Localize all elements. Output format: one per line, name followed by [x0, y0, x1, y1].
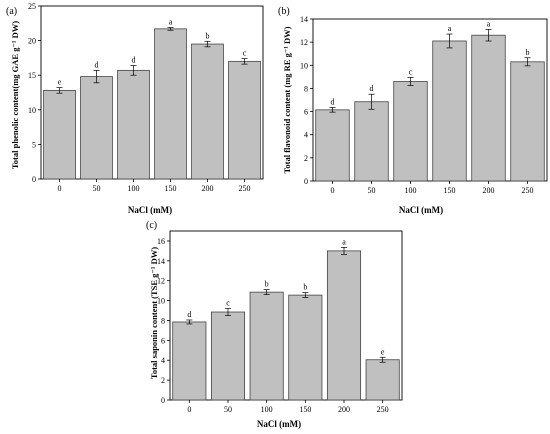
y-tick-label: 10 [28, 106, 36, 115]
panel-a: (a) Total phenolic content(mg GAE g⁻¹ DW… [6, 2, 264, 215]
panel-a-xlabel: NaCl (mM) [128, 205, 172, 215]
x-tick-label: 50 [224, 405, 232, 414]
bar [510, 61, 545, 182]
significance-letter: d [331, 98, 335, 107]
panel-c-plot: 0 2 4 6 8 10 12 14 16 d 0 c 50 b 100 b 150 a 200 e 250 [157, 230, 403, 414]
significance-letter: d [370, 84, 374, 93]
plot-frame [40, 5, 264, 180]
x-tick-label: 100 [405, 186, 417, 195]
significance-letter: d [187, 310, 191, 319]
y-tick-label: 6 [161, 336, 165, 345]
y-tick-label: 4 [304, 131, 308, 140]
plot-frame [169, 230, 403, 401]
panel-c: (c) Total saponin content (TSE g⁻¹ DW) N… [146, 220, 403, 429]
significance-letter: c [226, 299, 230, 308]
x-tick-label: 250 [377, 405, 389, 414]
bar [117, 69, 150, 180]
significance-letter: c [243, 49, 247, 58]
y-tick-label: 10 [157, 297, 165, 306]
significance-letter: b [303, 283, 307, 292]
x-tick-label: 100 [128, 184, 140, 193]
bar [288, 294, 323, 401]
plot-frame [312, 18, 548, 182]
bar [249, 291, 284, 401]
significance-letter: a [169, 17, 173, 26]
bar [191, 43, 224, 180]
x-tick-label: 100 [261, 405, 273, 414]
x-tick-label: 0 [58, 184, 62, 193]
panel-c-xlabel: NaCl (mM) [257, 419, 301, 429]
significance-letter: c [409, 67, 413, 76]
y-tick-label: 8 [161, 316, 165, 325]
significance-letter: b [265, 280, 269, 289]
y-tick-label: 6 [304, 108, 308, 117]
x-tick-label: 200 [483, 186, 495, 195]
bar [154, 28, 187, 180]
x-tick-label: 250 [522, 186, 534, 195]
panel-label-c: (c) [146, 220, 157, 231]
panel-label-a: (a) [6, 6, 17, 17]
x-tick-label: 0 [187, 405, 191, 414]
bar [228, 60, 261, 180]
panel-b: (b) Total flavonoid content (mg RE g⁻¹ D… [278, 6, 548, 215]
y-tick-label: 25 [28, 2, 36, 11]
x-tick-label: 150 [299, 405, 311, 414]
y-tick-label: 0 [304, 177, 308, 186]
bar [471, 34, 506, 182]
bar [432, 40, 467, 182]
x-tick-label: 250 [239, 184, 251, 193]
bar [80, 76, 113, 180]
x-tick-label: 150 [165, 184, 177, 193]
y-tick-label: 12 [300, 38, 308, 47]
significance-letter: e [381, 347, 385, 356]
significance-letter: d [132, 56, 136, 65]
x-tick-label: 200 [338, 405, 350, 414]
y-tick-label: 0 [32, 175, 36, 184]
panel-a-ylabel: Total phenolic content(mg GAE g⁻¹ DW) [10, 21, 20, 169]
panel-b-ylabel: Total flavonoid content (mg RE g⁻¹ DW) [282, 26, 292, 173]
x-tick-label: 50 [93, 184, 101, 193]
y-tick-label: 14 [300, 15, 308, 24]
significance-letter: b [206, 31, 210, 40]
y-tick-label: 5 [32, 140, 36, 149]
y-tick-label: 2 [161, 376, 165, 385]
bar [315, 109, 350, 182]
bar [393, 81, 428, 182]
panel-c-ylabel: Total saponin content (TSE g⁻¹ DW) [149, 247, 159, 379]
y-tick-label: 20 [28, 37, 36, 46]
significance-letter: d [95, 60, 99, 69]
y-tick-label: 0 [161, 396, 165, 405]
bar [43, 90, 76, 180]
x-tick-label: 0 [331, 186, 335, 195]
x-tick-label: 50 [368, 186, 376, 195]
y-tick-label: 15 [28, 71, 36, 80]
significance-letter: a [448, 24, 452, 33]
panel-a-plot: 0 5 10 15 20 25 e 0 d 50 d 100 a 150 b 200 c 250 [28, 2, 264, 193]
x-tick-label: 200 [202, 184, 214, 193]
significance-letter: e [58, 78, 62, 87]
y-tick-label: 2 [304, 154, 308, 163]
y-tick-label: 10 [300, 61, 308, 70]
y-tick-label: 8 [304, 84, 308, 93]
significance-letter: a [342, 237, 346, 246]
y-tick-label: 12 [157, 277, 165, 286]
panel-b-xlabel: NaCl (mM) [399, 205, 443, 215]
bar [354, 101, 389, 182]
y-tick-label: 4 [161, 356, 165, 365]
significance-letter: b [526, 48, 530, 57]
significance-letter: a [487, 19, 491, 28]
bar [326, 250, 362, 401]
y-tick-label: 16 [157, 237, 165, 246]
panel-label-b: (b) [278, 6, 290, 17]
y-tick-label: 14 [157, 257, 165, 266]
bar [210, 311, 246, 401]
panel-b-plot: 0 2 4 6 8 10 12 14 d 0 d 50 c 100 a 150 a 200 b 250 [300, 15, 548, 195]
bar [172, 321, 207, 401]
bar [365, 359, 400, 401]
x-tick-label: 150 [444, 186, 456, 195]
